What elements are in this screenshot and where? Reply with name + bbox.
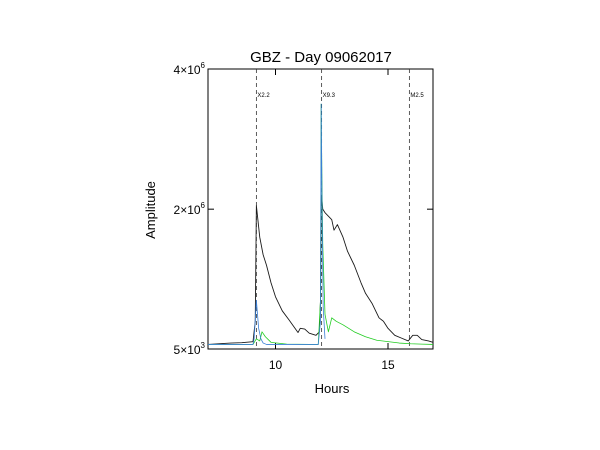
flare-events: X2.2 X9.3 M2.5 xyxy=(255,69,424,349)
y-tick-label-0: 5×103 xyxy=(174,341,206,357)
x-axis-label: Hours xyxy=(315,381,350,396)
y-tick-label-1: 2×106 xyxy=(174,201,206,217)
series-lines xyxy=(207,103,434,345)
x-axis-ticks: 10 15 xyxy=(269,69,395,372)
chart-title: GBZ - Day 09062017 xyxy=(250,49,392,66)
y-axis-label: Amplitude xyxy=(143,181,158,239)
flare-marker-label-2: M2.5 xyxy=(410,93,424,99)
y-tick-label-2: 4×106 xyxy=(174,61,206,77)
y-axis-ticks: 5×103 2×106 4×106 xyxy=(174,61,433,357)
series-line-1 xyxy=(208,103,326,345)
x-tick-label-1: 15 xyxy=(381,358,395,372)
flare-marker-label-0: X2.2 xyxy=(257,93,270,99)
x-tick-label-0: 10 xyxy=(269,358,283,372)
flare-marker-label-1: X9.3 xyxy=(323,93,336,99)
